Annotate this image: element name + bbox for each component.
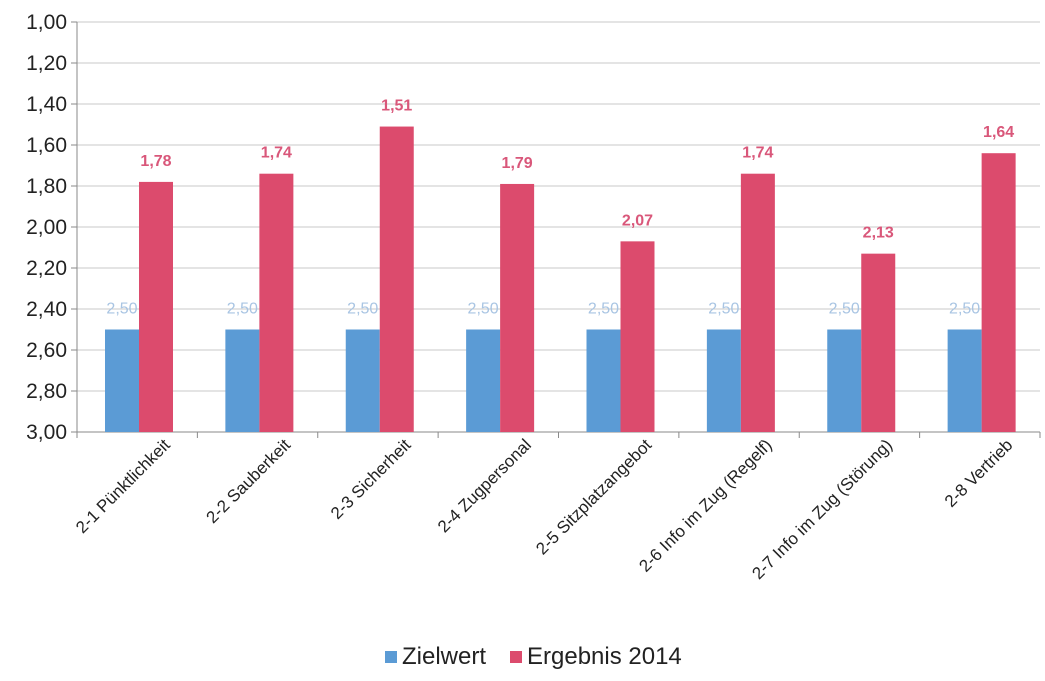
x-category-label: 2-6 Info im Zug (Regelf) [635, 435, 775, 575]
zielwert-bar [827, 329, 862, 432]
x-category-label: 2-5 Sitzplatzangebot [532, 435, 655, 558]
ergebnis-bar [500, 183, 535, 432]
zielwert-data-label: 2,50 [829, 301, 860, 318]
x-category-label: 2-1 Pünktlichkeit [72, 435, 174, 537]
y-tick-label: 1,40 [26, 93, 67, 116]
zielwert-data-label: 2,50 [347, 301, 378, 318]
ergebnis-bar [861, 253, 896, 432]
y-tick-label: 1,80 [26, 175, 67, 198]
legend-label-zielwert: Zielwert [402, 643, 486, 670]
legend-label-ergebnis: Ergebnis 2014 [527, 643, 682, 670]
zielwert-data-label: 2,50 [106, 301, 137, 318]
zielwert-bar [466, 329, 501, 432]
ergebnis-bar [740, 173, 775, 432]
x-category-label: 2-4 Zugpersonal [434, 435, 535, 536]
zielwert-bar [706, 329, 741, 432]
ergebnis-bar [981, 153, 1016, 432]
zielwert-bar [105, 329, 139, 432]
zielwert-data-label: 2,50 [227, 301, 258, 318]
x-category-label: 2-2 Sauberkeit [203, 435, 295, 527]
zielwert-data-label: 2,50 [588, 301, 619, 318]
ergebnis-data-label: 1,64 [983, 124, 1014, 141]
zielwert-data-label: 2,50 [708, 301, 739, 318]
zielwert-bar [947, 329, 982, 432]
ergebnis-bar [620, 241, 655, 432]
ergebnis-bar [139, 181, 173, 432]
y-tick-label: 1,20 [26, 52, 67, 75]
ergebnis-data-label: 1,74 [261, 145, 292, 162]
zielwert-bar [225, 329, 260, 432]
data-labels: 2,50 1,78 2,50 1,74 2,50 1,51 2,50 1,79 2,50 2,07… [106, 98, 1014, 318]
x-category-label: 2-8 Vertrieb [941, 435, 1017, 511]
bars [105, 126, 1016, 433]
zielwert-bar [345, 329, 380, 432]
x-category-label: 2-3 Sicherheit [327, 435, 415, 523]
x-category-label: 2-7 Info im Zug (Störung) [748, 435, 896, 583]
y-tick-label: 2,80 [26, 380, 67, 403]
ergebnis-bar [379, 126, 414, 433]
ergebnis-data-label: 1,79 [502, 155, 533, 172]
y-tick-label: 1,60 [26, 134, 67, 157]
ergebnis-bar [259, 173, 294, 432]
ergebnis-data-label: 1,51 [381, 98, 412, 115]
y-tick-label: 2,20 [26, 257, 67, 280]
legend: Zielwert Ergebnis 2014 [385, 643, 682, 670]
zielwert-bar [586, 329, 621, 432]
y-tick-label: 3,00 [26, 421, 67, 444]
legend-swatch-ergebnis [510, 651, 522, 663]
zielwert-data-label: 2,50 [949, 301, 980, 318]
y-tick-label: 2,00 [26, 216, 67, 239]
ergebnis-data-label: 2,13 [863, 225, 894, 242]
legend-swatch-zielwert [385, 651, 397, 663]
ergebnis-data-label: 2,07 [622, 212, 653, 229]
gridlines [77, 21, 1040, 433]
ergebnis-data-label: 1,74 [742, 145, 773, 162]
y-tick-label: 1,00 [26, 11, 67, 34]
ergebnis-data-label: 1,78 [140, 153, 171, 170]
axes: 1,00 1,20 1,40 1,60 1,80 2,00 2,20 2,40 2,60 2,80… [26, 11, 1041, 444]
x-tick-labels: 2-1 Pünktlichkeit 2-2 Sauberkeit 2-3 Siche… [72, 435, 1016, 583]
y-tick-label: 2,40 [26, 298, 67, 321]
y-tick-label: 2,60 [26, 339, 67, 362]
zielwert-data-label: 2,50 [468, 301, 499, 318]
